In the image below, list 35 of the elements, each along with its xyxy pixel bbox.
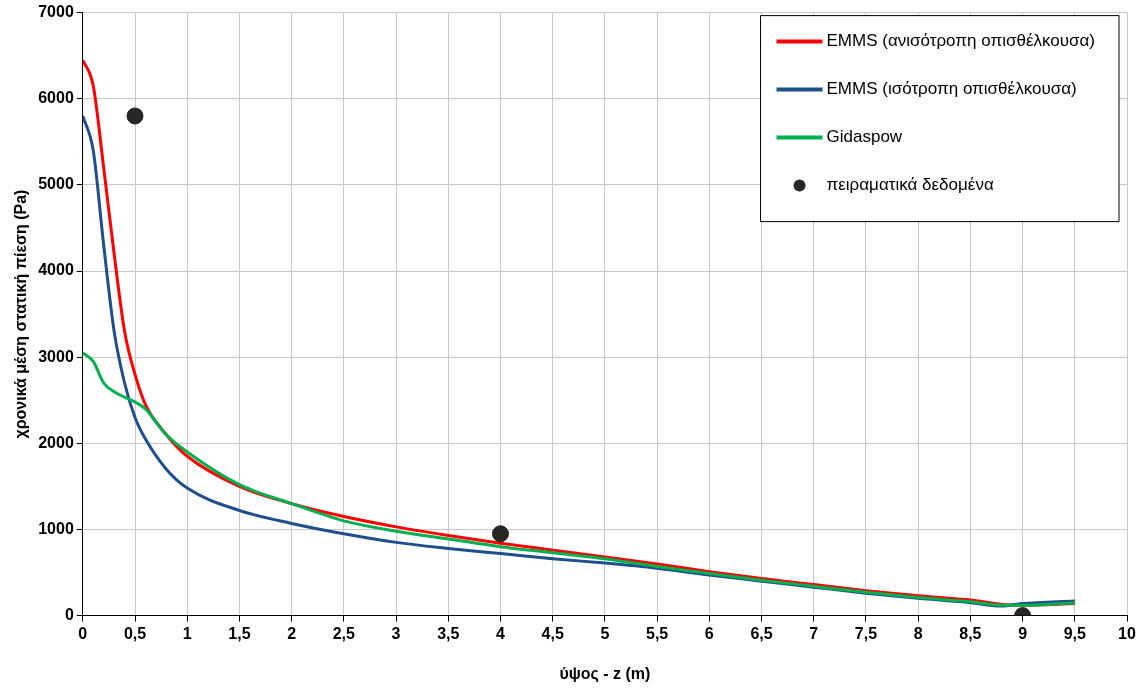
y-axis-title: χρονικά μέση στατική πίεση (Pa) bbox=[12, 189, 30, 439]
x-tick-label: 8,5 bbox=[959, 624, 982, 642]
legend-label: πειραματικά δεδομένα bbox=[826, 175, 994, 195]
y-tick-label: 2000 bbox=[38, 433, 74, 451]
x-tick-label: 5,5 bbox=[645, 624, 669, 642]
x-tick-label: 8 bbox=[913, 624, 923, 642]
x-tick-label: 7 bbox=[809, 624, 819, 642]
x-tick-label: 9 bbox=[1018, 624, 1028, 642]
legend-label: EMMS (ισότροπη οπισθέλκουσα) bbox=[826, 79, 1077, 99]
y-tick-label: 4000 bbox=[38, 261, 74, 279]
y-tick-label: 0 bbox=[64, 606, 74, 624]
x-tick-label: 0 bbox=[78, 624, 88, 642]
y-tick-label: 6000 bbox=[38, 89, 74, 107]
x-tick-label: 10 bbox=[1118, 624, 1136, 642]
x-tick-label: 5 bbox=[600, 624, 610, 642]
y-tick-label: 7000 bbox=[38, 3, 74, 21]
x-tick-label: 3 bbox=[391, 624, 401, 642]
x-tick-label: 6 bbox=[704, 624, 714, 642]
y-tick-label: 1000 bbox=[38, 519, 74, 537]
x-tick-label: 4 bbox=[496, 624, 506, 642]
x-tick-label: 1,5 bbox=[228, 624, 251, 642]
x-tick-label: 2,5 bbox=[332, 624, 356, 642]
x-axis-title: ύψος - z (m) bbox=[559, 664, 651, 683]
x-tick-label: 4,5 bbox=[541, 624, 564, 642]
x-tick-label: 9,5 bbox=[1063, 624, 1087, 642]
x-tick-label: 3,5 bbox=[437, 624, 460, 642]
x-tick-label: 0,5 bbox=[123, 624, 147, 642]
y-tick-label: 3000 bbox=[38, 347, 74, 365]
y-tick-label: 5000 bbox=[38, 175, 74, 193]
legend-label: Gidaspow bbox=[826, 127, 903, 147]
x-tick-label: 2 bbox=[287, 624, 297, 642]
x-tick-label: 6,5 bbox=[750, 624, 773, 642]
legend-label: EMMS (ανισότροπη οπισθέλκουσα) bbox=[826, 31, 1096, 51]
x-tick-label: 1 bbox=[182, 624, 192, 642]
x-tick-label: 7,5 bbox=[854, 624, 878, 642]
